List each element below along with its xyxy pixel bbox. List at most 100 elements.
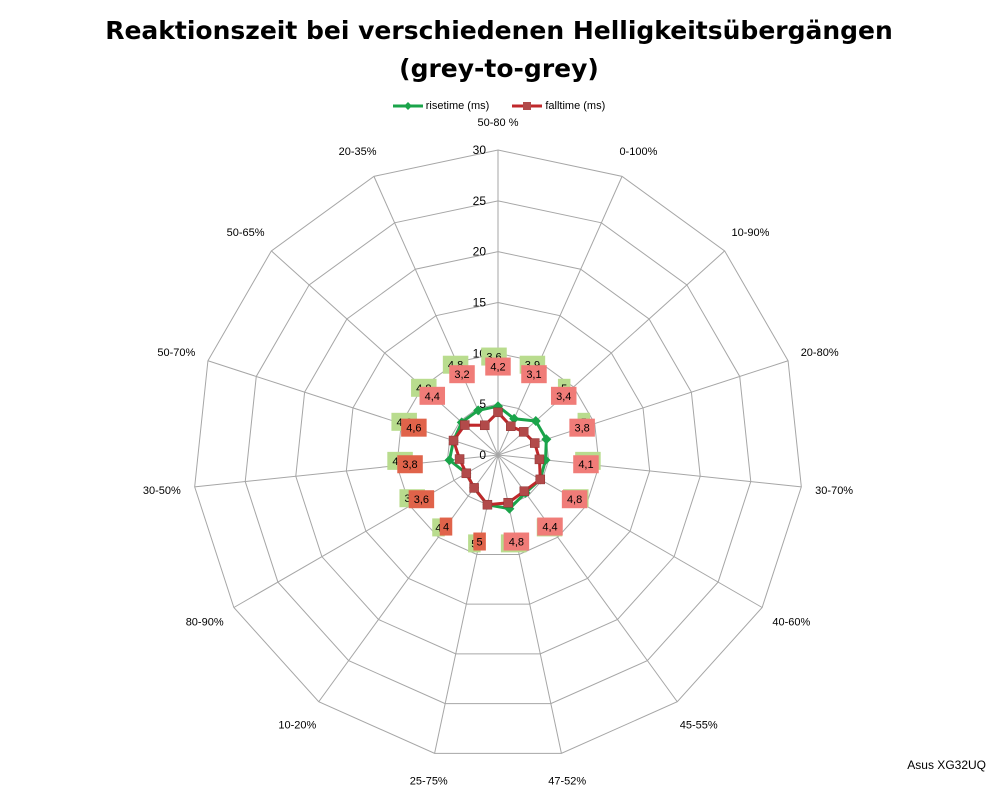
fall-data-label-box <box>439 517 453 536</box>
fall-data-label: 4,8 <box>567 494 582 506</box>
category-label: 30-50% <box>143 485 181 497</box>
fall-data-label-box <box>561 490 588 509</box>
tick-label: 25 <box>473 194 487 208</box>
fall-point <box>535 474 546 485</box>
fall-data-label-box <box>573 455 599 474</box>
axis-spoke <box>497 454 678 703</box>
tick-label: 15 <box>473 296 487 310</box>
rise-point <box>473 405 484 416</box>
watermark: Asus XG32UQ <box>907 758 986 772</box>
legend-fall-marker-icon <box>512 102 543 110</box>
fall-data-label-box <box>550 386 577 405</box>
category-label: 10-90% <box>731 227 769 239</box>
legend: risetime (ms) falltime (ms) <box>0 100 998 114</box>
fall-data-label-box <box>521 365 547 384</box>
fall-data-label: 4,8 <box>509 537 524 549</box>
chart-title: Reaktionszeit bei verschiedenen Helligke… <box>0 12 998 88</box>
fall-series-line <box>452 411 542 507</box>
rise-point <box>541 434 552 445</box>
fall-data-label-box <box>485 357 511 376</box>
legend-label-fall: falltime (ms) <box>545 100 606 112</box>
grid-ring-30 <box>194 149 802 754</box>
fall-point <box>519 486 530 496</box>
fall-point <box>503 497 513 508</box>
category-label: 10-20% <box>278 719 316 731</box>
category-label: 20-80% <box>801 347 839 359</box>
fall-data-label: 4,4 <box>425 391 440 403</box>
rise-point <box>530 415 541 426</box>
category-label: 50-80 % <box>478 117 519 129</box>
tick-label: 20 <box>473 245 487 259</box>
grid-ring-15 <box>345 301 651 605</box>
fall-data-label-box <box>408 490 435 509</box>
category-label: 0-100% <box>619 146 657 158</box>
fall-data-label: 4,4 <box>542 522 557 534</box>
category-label: 50-70% <box>157 347 195 359</box>
grid-ring-25 <box>244 200 752 705</box>
axis-spoke <box>233 454 499 608</box>
fall-point <box>448 435 459 446</box>
fall-data-label-box <box>419 386 446 405</box>
fall-point <box>469 483 479 493</box>
legend-label-rise: risetime (ms) <box>425 100 490 112</box>
category-labels: 50-80 % 0-100% 10-90% 20-80% 30-70% 40-60% 45-… <box>143 117 853 786</box>
fall-point <box>482 499 493 510</box>
category-label: 50-65% <box>227 227 265 239</box>
fall-point <box>460 420 470 430</box>
fall-data-label: 3,4 <box>556 391 571 403</box>
fall-data-label-box <box>449 365 475 384</box>
fall-point <box>461 468 472 479</box>
category-label: 25-75% <box>410 776 448 786</box>
fall-data-label-box <box>569 418 595 437</box>
tick-label: 0 <box>479 448 486 462</box>
fall-point <box>518 427 529 437</box>
category-label: 80-90% <box>186 617 224 629</box>
fall-point <box>529 438 540 448</box>
radar-grid <box>194 149 802 754</box>
chart-title-line1: Reaktionszeit bei verschiedenen Helligke… <box>105 16 893 45</box>
fall-data-label: 3,1 <box>526 369 541 381</box>
fall-data-label: 3,8 <box>402 459 417 471</box>
fall-data-label-box <box>537 517 563 536</box>
fall-point <box>493 407 503 418</box>
fall-data-label: 4,2 <box>490 362 505 374</box>
category-label: 40-60% <box>772 617 810 629</box>
fall-data-label-box <box>503 532 530 551</box>
category-label: 45-55% <box>680 719 718 731</box>
fall-point <box>534 454 545 465</box>
fall-data-label-box <box>397 455 423 474</box>
chart-title-line2: (grey-to-grey) <box>399 54 599 83</box>
tick-label: 30 <box>473 143 487 157</box>
legend-item-rise: risetime (ms) <box>392 100 490 112</box>
rise-series-line <box>447 404 548 511</box>
category-label: 20-35% <box>339 146 377 158</box>
fall-data-label: 4 <box>443 522 449 534</box>
category-label: 47-52% <box>548 776 586 786</box>
fall-point <box>454 454 465 464</box>
fall-data-label: 4,1 <box>578 459 593 471</box>
fall-data-label: 4,6 <box>406 423 421 435</box>
fall-data-label: 3,6 <box>414 494 429 506</box>
axis-spoke <box>497 250 725 456</box>
fall-data-label: 5 <box>477 537 483 549</box>
rise-point <box>509 413 520 424</box>
fall-point <box>480 420 490 431</box>
fall-data-label: 3,8 <box>574 423 589 435</box>
data-labels: 3,63,9554,74,84,65,4543,64,84,64,84,84,2… <box>387 347 601 553</box>
grid-ring-10 <box>396 352 600 555</box>
category-label: 30-70% <box>815 485 853 497</box>
rise-point <box>444 455 455 466</box>
series-lines <box>444 401 552 514</box>
rise-data-label: 4 <box>435 522 441 534</box>
legend-item-fall: falltime (ms) <box>512 100 605 112</box>
legend-rise-marker-icon <box>392 102 423 110</box>
fall-data-label-box <box>401 418 427 437</box>
fall-point <box>506 421 516 431</box>
axis-spoke <box>497 176 623 456</box>
grid-ring-20 <box>295 251 701 655</box>
fall-data-label: 3,2 <box>454 369 469 381</box>
tick-label: 5 <box>479 397 486 411</box>
axis-spoke <box>318 454 499 703</box>
fall-data-label-box <box>473 532 486 551</box>
